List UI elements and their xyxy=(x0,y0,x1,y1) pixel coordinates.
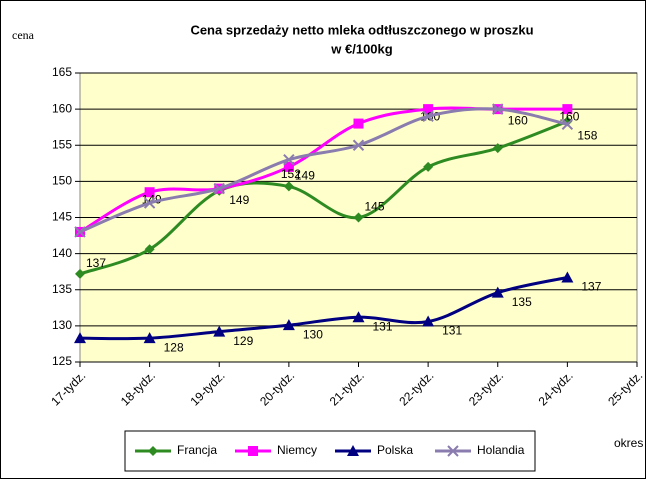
y-tick-label: 130 xyxy=(52,318,72,332)
legend-marker xyxy=(148,446,158,456)
data-point xyxy=(562,104,573,115)
data-point xyxy=(492,143,503,154)
legend-label: Niemcy xyxy=(277,443,317,457)
y-tick-label: 145 xyxy=(52,210,72,224)
data-point xyxy=(282,319,295,331)
data-point xyxy=(143,332,156,344)
y-tick-label: 150 xyxy=(52,174,72,188)
data-point xyxy=(283,153,295,166)
chart-title: Cena sprzedaży netto mleka odtłuszczoneg… xyxy=(190,22,533,37)
data-point xyxy=(352,311,365,323)
data-point xyxy=(561,118,574,131)
y-tick-label: 125 xyxy=(52,354,72,368)
legend-marker xyxy=(447,445,459,457)
data-point xyxy=(144,187,155,198)
legend-marker xyxy=(248,446,258,456)
data-point xyxy=(213,182,225,195)
data-point xyxy=(283,181,294,192)
data-point xyxy=(213,325,226,337)
data-point xyxy=(352,139,365,151)
y-tick-label: 160 xyxy=(52,101,72,115)
data-label: 131 xyxy=(442,324,462,338)
data-point xyxy=(353,118,364,129)
legend-label: Polska xyxy=(377,443,413,457)
series-line xyxy=(79,120,568,276)
y-tick-label: 140 xyxy=(52,246,72,260)
data-label: 160 xyxy=(508,113,528,127)
data-label: 137 xyxy=(86,256,106,270)
data-point xyxy=(422,110,434,123)
y-tick-label: 155 xyxy=(52,137,72,151)
data-label: 131 xyxy=(373,319,393,333)
data-point xyxy=(423,161,434,172)
data-point xyxy=(74,226,86,238)
data-point xyxy=(144,244,155,255)
data-label: 128 xyxy=(164,340,184,354)
data-point xyxy=(353,212,364,223)
data-label: 152 xyxy=(281,167,301,181)
legend-label: Holandia xyxy=(477,443,525,457)
data-point xyxy=(422,315,435,327)
data-label: 149 xyxy=(295,169,315,183)
data-label: 135 xyxy=(512,295,532,309)
data-point xyxy=(423,104,434,115)
legend-label: Francja xyxy=(177,443,217,457)
x-axis-label: okres xyxy=(614,436,643,450)
data-point xyxy=(492,103,504,115)
data-label: 137 xyxy=(581,280,601,294)
series-line xyxy=(79,276,568,341)
data-label: 145 xyxy=(365,200,385,214)
data-label: 130 xyxy=(303,327,323,341)
data-label: 129 xyxy=(233,334,253,348)
chart-subtitle: w €/100kg xyxy=(330,41,392,56)
data-point xyxy=(75,268,85,279)
series-line xyxy=(79,107,568,234)
data-point xyxy=(561,271,574,283)
y-tick-label: 135 xyxy=(52,282,72,296)
y-tick-label: 165 xyxy=(52,65,72,79)
y-axis-label: cena xyxy=(12,28,35,42)
data-point xyxy=(74,332,86,344)
data-point xyxy=(491,286,504,298)
data-point xyxy=(143,197,156,209)
legend-marker xyxy=(347,445,359,456)
data-label: 158 xyxy=(577,128,597,142)
data-label: 160 xyxy=(559,109,579,123)
data-point xyxy=(283,161,294,172)
data-label: 149 xyxy=(229,193,249,207)
